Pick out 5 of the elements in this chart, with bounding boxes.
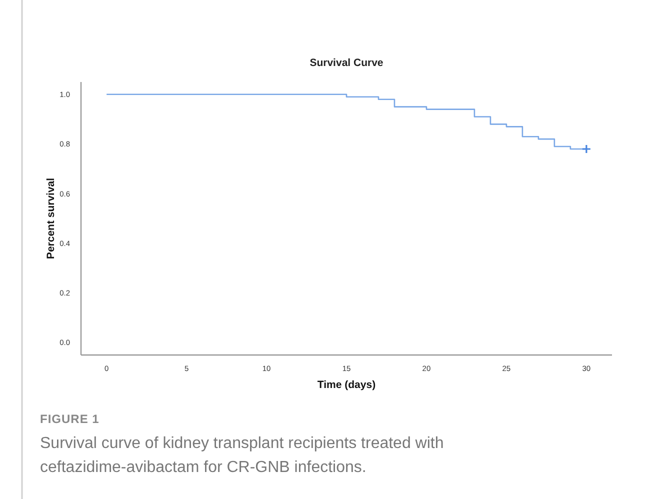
text: Survival curve of kidney transplant recipients treated with ceftazidime-avibactam for CR-GNB infections.: [40, 435, 444, 476]
x-axis-title: Time (days): [317, 379, 376, 391]
y-axis-title: Percent survival: [45, 178, 57, 260]
chart-title: Survival Curve: [310, 57, 384, 69]
caption: FIGURE 1: [40, 412, 100, 426]
